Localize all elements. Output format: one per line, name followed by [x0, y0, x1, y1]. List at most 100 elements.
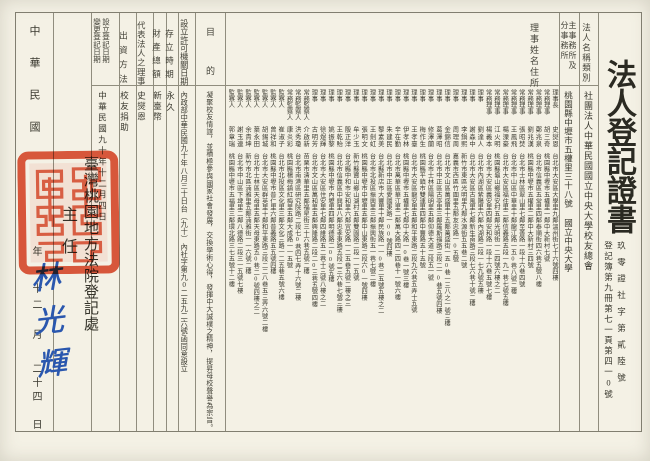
director-role: 理事 — [401, 89, 409, 102]
registration-table: 法人登記證書 玖零證社字第貳陸號 登記簿第九冊第七一頁第四一0號 法人名稱類別 … — [15, 12, 642, 432]
director-name: 洪秀瓊 — [293, 126, 301, 148]
director-role: 理事 — [360, 89, 368, 102]
director-role: 理事 — [343, 89, 351, 102]
director-name: 牟少玉 — [351, 126, 359, 148]
director-role: 常務理事 — [526, 89, 534, 115]
director-address: 桃園縣中壢市中壢里五鄰中山東路二段六0一號四樓 — [360, 153, 368, 301]
director-role: 理事 — [443, 89, 451, 102]
representative-content: 史爕恩 — [136, 91, 147, 123]
duration-header: 存立時期 — [164, 29, 175, 83]
director-line: 理事 李鍋熙 新竹市東區光明里九鄰水源街五五巷二號 — [458, 89, 467, 429]
director-line: 監察人 余貴坤 新竹市北區湳雅里五鄰湳雅街一一六號二樓 — [243, 89, 251, 429]
representative-header: 代表法人之理事 — [136, 21, 146, 87]
issue-date-day: 二十四 — [30, 363, 41, 405]
divider — [178, 13, 179, 431]
divider — [225, 13, 226, 431]
purpose-content: 凝聚校友情誼，並積極參與國家社會發展，交換學術心得，發揮中大誠樸之精神，提昇母校… — [204, 91, 212, 432]
director-address: 台北市大安區群英里十鄰和平東路三段二二八巷五三弄六號二樓 — [260, 153, 268, 333]
director-line: 理事朱建民台北市中正區愛國東路一00號四樓 — [384, 89, 392, 429]
director-address: 嘉義市西區竹圍里五鄰友忠路一0五號 — [451, 153, 459, 263]
director-name: 謝森中 — [468, 126, 476, 148]
director-address: 台北市士林區陽明里五鄰仰德大道二段五一號 — [426, 153, 434, 281]
director-address: 桃園縣中壢市普仁里六鄰普義路五五號四樓 — [268, 153, 276, 275]
director-address: 台北縣中和市安和里六鄰宜安路一二五巷五號二樓之三 — [343, 153, 351, 307]
director-address: 台北市士林區翠山里七鄰至善路一段十六巷四號 — [517, 153, 525, 288]
director-role: 監察人 — [227, 89, 235, 108]
director-role: 理事 — [393, 89, 401, 102]
assets-content: 新臺幣 — [152, 91, 163, 123]
director-address: 台北市文山區萬盛里十五鄰萬盛街一五0巷一三八之一號三樓 — [443, 153, 451, 327]
director-role: 常務理事 — [517, 89, 525, 115]
director-address: 新竹市東區光明里九鄰水源街五五巷二號 — [459, 153, 467, 269]
funding-content: 校友捐助 — [119, 91, 130, 133]
permit-content: 內政部中華民國九十年八月三十日台（九十）內社字第九0二五九二六號函同意設立 — [180, 91, 189, 373]
director-role: 常務理事 — [534, 89, 542, 115]
director-address: 桃園縣中壢市五權里一鄰中大新村七號 — [542, 153, 550, 262]
director-name: 王乾貽 — [335, 126, 343, 148]
director-role: 監察人 — [260, 89, 268, 108]
funding-header: 出資方法 — [118, 31, 129, 89]
director-address: 桃園縣龜山鄉福安村五鄰光明街一二四號六樓之二 — [492, 153, 500, 294]
director-address: 台北市內湖區紫陽里六鄰內湖路二段一七九號五樓 — [476, 153, 484, 294]
director-line: 理事金錦信台北市文山區萬盛里十五鄰萬盛街一五0巷一三八之一號三樓 — [442, 89, 450, 429]
director-address: 台北市中山區下埤里二鄰八德路二段三一五號七樓 — [235, 153, 243, 294]
offices-header-branch: 分事務所 — [560, 21, 569, 61]
director-role: 理事 — [468, 89, 476, 102]
director-address: 台北市北投區振興里三鄰振興街五一巷七號二樓 — [368, 153, 376, 288]
director-name: 李鍋熙 — [459, 126, 467, 148]
director-name: 崔淑子 — [277, 126, 285, 148]
director-role: 理事長 — [551, 89, 558, 108]
director-line: 理事 葛澤昭 台北市中正區古亭里三鄰羅斯福路三段二一0巷五號四樓 — [434, 89, 442, 429]
certificate-doc-number: 玖零證社字第貳陸號 — [616, 241, 627, 390]
director-address: 桃園縣中壢市五福里三鄰環北路三七五號十二樓 — [227, 153, 235, 288]
director-line: 監察人 曾祥和 桃園縣中壢市普仁里六鄰普義路五五號四樓 — [268, 89, 276, 429]
director-line: 常務理事 楊溧豪 台北市大安區福住里二鄰信義路五段一九一巷七號五樓 — [500, 89, 508, 429]
director-line: 常務監察人 介啟新 苗栗市清華里五鄰福星街三十六巷五號二樓 — [301, 89, 309, 429]
certificate-title: 法人登記證書 — [602, 59, 635, 233]
directors-list: 理事長 史爕恩 台北市大安區大學里九鄰溫州街七十六號四樓 常務理事 胡三奇 桃園縣中壢市五… — [226, 89, 558, 429]
certificate-book-number: 登記簿第九冊第七一頁第四一0號 — [603, 241, 614, 400]
director-role: 常務理事 — [501, 89, 509, 115]
director-line: 理事伊孝林桃園縣中壢市五權里七鄰中大路一0巷一號三樓 — [400, 89, 409, 429]
director-address: 台北市大安區大學里九鄰溫州街七十六號四樓 — [550, 153, 558, 281]
director-role: 監察人 — [235, 89, 243, 108]
duration-content: 永久 — [165, 91, 176, 114]
director-line: 理事長 史爕恩 台北市大安區大學里九鄰溫州街七十六號四樓 — [550, 89, 558, 429]
director-name: 姚振黎 — [326, 126, 334, 148]
offices-content: 桃園縣中壢市五權里三十八號 國立中央大學 — [563, 91, 574, 273]
director-role: 常務監察人 — [285, 89, 293, 121]
director-name: 王劍虹 — [368, 126, 376, 148]
director-address: 桃園縣中壢市五權里七鄰中大路一0巷一號三樓 — [401, 153, 409, 289]
director-line: 常務理事 楊義本 台北市大安區義安里四鄰安和路一段十六巷五號七樓 — [483, 89, 492, 429]
director-address: 台北市士林區天母里五鄰天母東路五0巷二0號四樓之二 — [252, 153, 260, 315]
director-name: 伊孝林 — [401, 126, 409, 148]
director-line: 理事 辛在勤 台北市萬華區華江里二鄰萬大路四二四巷十一號六樓 — [392, 89, 400, 429]
divider — [136, 13, 137, 431]
director-name: 王孝臺 — [409, 126, 417, 148]
registration-date-header-2: 變更登記日期 — [92, 18, 102, 63]
permit-header: 設立許可機關日期 — [179, 19, 189, 86]
director-role: 常務監察人 — [293, 89, 301, 121]
director-address: 台北市信義區中興里八鄰忠孝東路五段二三六巷七號三樓 — [335, 153, 343, 313]
director-address: 台北市中正區愛國東路一00號四樓 — [385, 153, 393, 257]
director-line: 理事 謝森中 台北市大安區古風里七鄰新生南路三段七六巷十號二樓 — [467, 89, 475, 429]
director-line: 常務理事 江火明 桃園縣龜山鄉福安村五鄰光明街一二四號六樓之二 — [492, 89, 500, 429]
directors-header: 理事姓名住所 — [529, 23, 539, 89]
assets-header: 財產總額 — [151, 29, 162, 83]
director-name: 胡錫城 — [260, 126, 268, 148]
director-name: 金錦信 — [443, 126, 451, 148]
director-name: 朱建民 — [385, 126, 393, 148]
issue-date-year-char: 年 — [30, 246, 41, 256]
director-line: 理事 王劍虹 台北市北投區振興里三鄰振興街五一巷七號二樓 — [367, 89, 375, 429]
director-name: 謝玉連 — [235, 126, 243, 148]
director-address: 桃園縣中壢市五權里二鄰中大新村三四號 — [526, 153, 534, 269]
director-line: 常務理事 劉兆漢 桃園縣中壢市五權里二鄰中大新村三四號 — [525, 89, 533, 429]
director-line: 理事 姚振黎 桃園縣中壢市內壢里四鄰明德路二00號五樓 — [326, 89, 334, 429]
director-line: 常務理事 張昭焚 台北市士林區翠山里七鄰至善路一段十六巷四號 — [517, 89, 525, 429]
director-role: 理事 — [385, 89, 393, 102]
director-address: 新竹縣寶山鄉山湖村五鄰雙園路二段一一五號 — [351, 153, 359, 281]
director-address: 台北市北投區文化里三鄰文化三路一二五巷五號六樓 — [277, 153, 285, 301]
director-address: 台北市中正區古亭里三鄰羅斯福路三段二一0巷五號四樓 — [434, 153, 442, 314]
director-line: 監察人 郭章瑞 桃園縣中壢市五福里三鄰環北路三七五號十二樓 — [226, 89, 234, 429]
director-role: 理事 — [351, 89, 359, 102]
